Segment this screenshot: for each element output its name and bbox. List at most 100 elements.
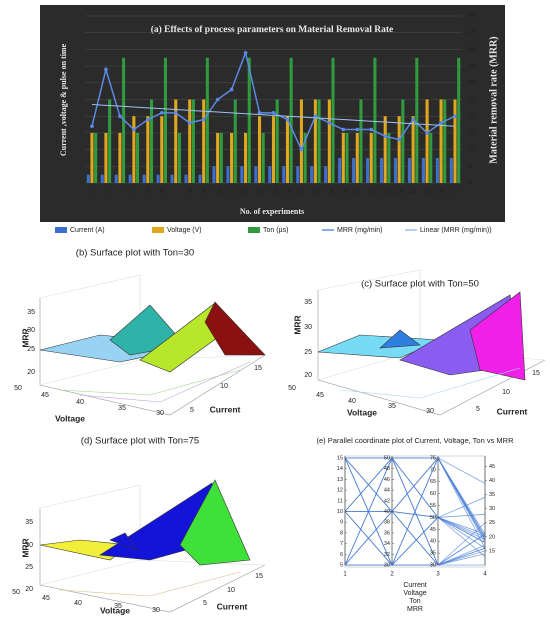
chart-title: (e) Parallel coordinate plot of Current,… [316, 436, 514, 445]
chart-a-texts: (a) Effects of process parameters on Mat… [59, 24, 499, 216]
x-axis-label: No. of experiments [240, 207, 304, 216]
line-point [229, 87, 234, 92]
y-tick-label: 20 [489, 534, 495, 540]
y-tick-label: 8 [340, 530, 343, 536]
y-axis-label: Current ,voltage & pulse on time [59, 43, 68, 156]
bar [94, 132, 98, 183]
y-axis-label: Voltage [347, 407, 377, 417]
y-tick-label: 40 [348, 398, 356, 405]
line-point [285, 117, 290, 122]
x-tick-label: 10 [502, 389, 510, 396]
z-tick-label: 20 [25, 586, 33, 593]
legend-swatch [152, 227, 164, 233]
y-tick-label: 40 [489, 478, 495, 484]
bar [132, 116, 136, 183]
y-tick-label: 5 [340, 562, 343, 568]
y-tick-label: 15 [337, 455, 343, 461]
y2-tick-label: 50 [468, 13, 476, 20]
x-tick-label: 5 [203, 600, 207, 607]
y2-tick-label: 0 [468, 180, 472, 187]
line-point [383, 134, 388, 139]
bar [331, 57, 335, 183]
z-tick-label: 20 [27, 369, 35, 376]
bar [355, 132, 359, 183]
y-tick-label: 30 [426, 408, 434, 415]
x-tick-label: 19 [339, 189, 347, 196]
y-tick-label: 35 [114, 603, 122, 610]
line-point [159, 111, 164, 115]
x-tick-label: 6 [160, 189, 164, 196]
x-tick-label: 4 [483, 572, 487, 578]
y-tick-label: 45 [41, 392, 49, 399]
bar [387, 132, 391, 183]
bar [90, 132, 94, 183]
y-tick-label: 13 [337, 477, 343, 483]
bar [258, 116, 262, 183]
x-tick-label: 3 [118, 189, 122, 196]
bar [383, 116, 387, 183]
parallel-line [345, 457, 486, 540]
bar [453, 99, 457, 183]
bar [338, 157, 342, 183]
y-tick-label: 50 [12, 589, 20, 596]
bar [352, 157, 356, 183]
y-tick-label: 34 [384, 541, 390, 547]
surface-d [39, 479, 266, 613]
line-point [90, 124, 94, 129]
line-point [187, 121, 192, 125]
line-point [104, 67, 108, 72]
x-tick-label: 5 [146, 189, 150, 196]
y-tick-label: 32 [384, 552, 390, 558]
bar [205, 57, 209, 183]
z-tick-label: 30 [27, 327, 35, 334]
y-tick-label: 45 [316, 392, 324, 399]
y2-tick-label: 15 [468, 130, 476, 137]
x-tick-label: 15 [284, 189, 292, 196]
x-tick-label: 2 [390, 572, 394, 578]
bar [114, 174, 118, 183]
x-axis-label: Current [497, 406, 528, 416]
legend-swatch [248, 227, 260, 233]
y-tick-label: 70 [430, 467, 436, 473]
legend-label: Ton (µs) [263, 227, 288, 234]
y-tick-label: 14 [337, 466, 343, 472]
bar [244, 132, 248, 183]
bar [373, 57, 377, 183]
x-tick-label: 17 [311, 189, 319, 196]
legend-label: Voltage [403, 590, 426, 597]
bar [198, 174, 202, 183]
bar [240, 166, 244, 183]
bar [317, 99, 321, 183]
x-tick-label: 21 [367, 189, 375, 196]
y-tick-label: 50 [430, 515, 436, 521]
legend-swatch [55, 227, 67, 233]
bar [369, 132, 373, 183]
x-tick-label: 5 [476, 406, 480, 413]
bar [149, 99, 154, 183]
y-tick-label: 9 [340, 520, 343, 526]
line-point [118, 114, 122, 118]
y2-axis-label: Material removal rate (MRR) [488, 36, 499, 163]
parallel-line [344, 457, 486, 538]
line-point [313, 114, 318, 118]
y-tick-label: 25 [489, 520, 495, 526]
x-tick-label: 24 [409, 189, 417, 196]
line-point [369, 127, 374, 132]
bar [341, 132, 345, 183]
x-tick-label: 11 [228, 189, 235, 196]
y-tick-label: 60 [430, 491, 436, 497]
bar [118, 132, 122, 183]
y2-tick-label: 40 [468, 46, 476, 53]
bar [177, 132, 181, 183]
legend-label: Voltage (V) [167, 227, 202, 234]
x-tick-label: 26 [437, 189, 445, 196]
bar [425, 99, 429, 183]
legend-label: Current [403, 582, 426, 589]
bar [299, 99, 303, 183]
x-tick-label: 5 [190, 407, 194, 414]
bar [219, 132, 223, 183]
y-tick-label: 11 [337, 498, 343, 504]
bar [429, 132, 433, 183]
bar [457, 57, 461, 183]
x-tick-label: 25 [423, 189, 431, 196]
